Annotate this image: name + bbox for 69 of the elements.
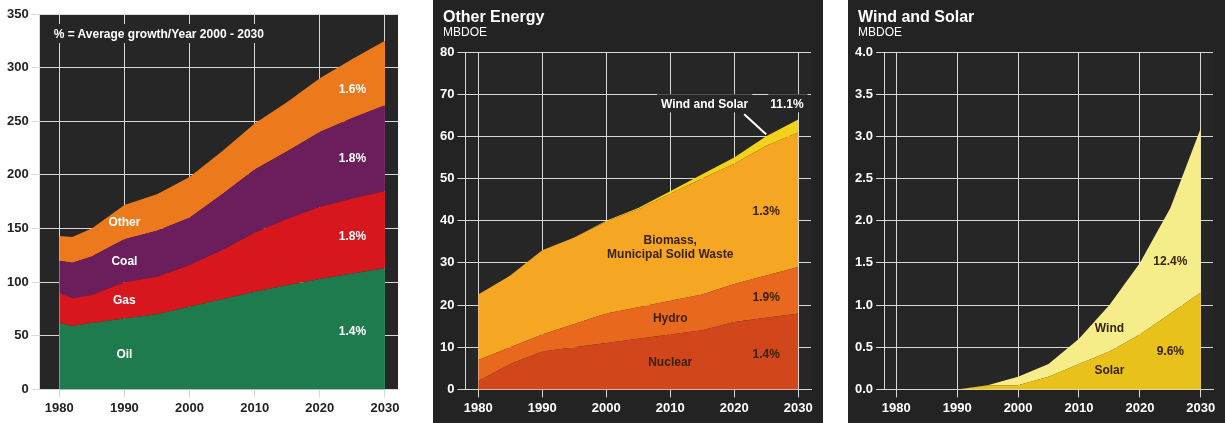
y-tick-label: 0 <box>21 380 29 396</box>
series-label: Coal <box>111 253 138 268</box>
x-tick-label: 2000 <box>1003 399 1033 415</box>
x-tick-label: 2010 <box>655 399 685 415</box>
y-tick-label: 1.0 <box>854 296 874 312</box>
series-label: Gas <box>113 293 137 308</box>
annotation: 1.8% <box>338 151 367 166</box>
y-tick-label: 2.0 <box>854 212 874 228</box>
series-label: Other <box>108 215 141 230</box>
y-tick-label: 1.5 <box>854 254 874 270</box>
chart-title: Wind and Solar <box>858 8 975 25</box>
x-tick-label: 1990 <box>527 399 557 415</box>
x-tick-label: 2000 <box>591 399 621 415</box>
y-tick-label: 3.5 <box>854 85 874 101</box>
y-axis-title: MBDOE <box>443 25 488 39</box>
x-tick-label: 2030 <box>370 399 400 415</box>
y-tick-label: 350 <box>6 5 29 21</box>
x-tick-label: 2030 <box>1186 399 1216 415</box>
y-tick-label: 150 <box>6 220 29 236</box>
series-label: Solar <box>1094 363 1125 378</box>
y-tick-label: 40 <box>439 212 455 228</box>
series-label: Nuclear <box>648 354 693 369</box>
x-tick-label: 2020 <box>719 399 749 415</box>
series-label: Hydro <box>652 310 688 325</box>
series-label: Wind <box>1094 321 1125 336</box>
annotation: 1.8% <box>338 229 367 244</box>
x-tick-label: 2020 <box>1125 399 1155 415</box>
x-tick-label: 1990 <box>109 399 139 415</box>
y-axis-title: MBDOE <box>858 25 903 39</box>
y-tick-label: 0.0 <box>854 380 874 396</box>
annotation: % = Average growth/Year 2000 - 2030 <box>53 27 265 41</box>
y-tick-label: 0.5 <box>854 338 874 354</box>
annotation: 1.4% <box>338 324 367 339</box>
x-tick-label: 2020 <box>305 399 335 415</box>
y-tick-label: 60 <box>439 127 455 143</box>
y-tick-label: 300 <box>6 59 29 75</box>
y-tick-label: 10 <box>439 338 455 354</box>
y-tick-label: 100 <box>6 273 29 289</box>
y-tick-label: 50 <box>14 327 29 343</box>
annotation: 1.4% <box>752 346 781 361</box>
y-tick-label: 250 <box>6 112 29 128</box>
y-tick-label: 20 <box>439 296 455 312</box>
y-tick-label: 200 <box>6 166 29 182</box>
x-tick-label: 2010 <box>1064 399 1094 415</box>
y-tick-label: 80 <box>439 43 455 59</box>
x-tick-label: 2010 <box>240 399 270 415</box>
x-tick-label: 1980 <box>44 399 74 415</box>
x-tick-label: 1980 <box>881 399 911 415</box>
annotation: 12.4% <box>1153 253 1188 268</box>
series-label: Oil <box>116 347 133 362</box>
annotation: 1.3% <box>752 203 781 218</box>
y-tick-label: 3.0 <box>854 127 874 143</box>
annotation: 1.9% <box>752 289 781 304</box>
x-tick-label: 1980 <box>463 399 493 415</box>
text: Wind and Solar <box>660 97 749 112</box>
y-tick-label: 0 <box>447 380 455 396</box>
y-tick-label: 70 <box>439 85 455 101</box>
y-tick-label: 30 <box>439 254 455 270</box>
y-tick-label: 4.0 <box>854 43 874 59</box>
y-tick-label: 50 <box>439 170 455 186</box>
annotation: 9.6% <box>1156 344 1185 359</box>
annotation: 1.6% <box>338 81 367 96</box>
annotation: 11.1% <box>770 97 804 112</box>
chart-title: Other Energy <box>443 8 545 25</box>
x-tick-label: 1990 <box>942 399 972 415</box>
x-tick-label: 2000 <box>175 399 204 415</box>
x-tick-label: 2030 <box>783 399 813 415</box>
series-label: Biomass, Municipal Solid Waste <box>607 233 734 262</box>
y-tick-label: 2.5 <box>854 170 874 186</box>
